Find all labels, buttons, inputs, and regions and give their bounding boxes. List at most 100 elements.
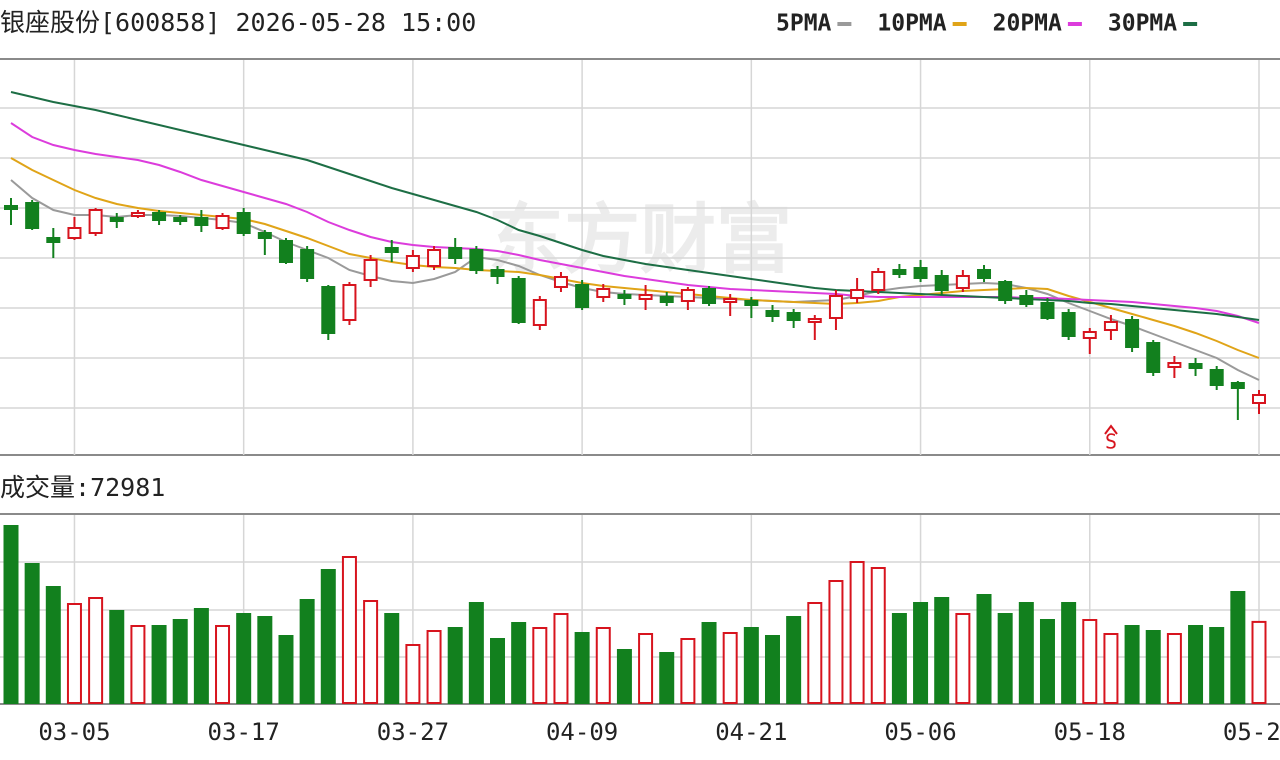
grid-layer xyxy=(0,60,1280,703)
signal-label: S xyxy=(1105,430,1117,454)
volume-bar xyxy=(997,613,1013,704)
vol-layer xyxy=(3,525,1267,704)
volume-bar xyxy=(320,569,336,704)
candle-body xyxy=(723,298,738,303)
candle-layer xyxy=(4,198,1266,420)
candle-body xyxy=(1167,362,1182,368)
candle-body xyxy=(363,259,378,281)
volume-bar xyxy=(24,563,40,704)
candle-body xyxy=(575,284,590,308)
volume-bar xyxy=(680,638,696,704)
candle-body xyxy=(934,275,949,291)
volume-bar xyxy=(574,632,590,704)
volume-bar xyxy=(384,613,400,704)
legend-label: 20PMA xyxy=(993,11,1062,37)
candle-body xyxy=(828,295,843,319)
candle-body xyxy=(4,205,18,210)
candle-body xyxy=(871,271,886,291)
candle-body xyxy=(786,312,801,321)
text-layer: 03-05 03-17 03-27 04-09 04-21 05-06 05-18 05-28… xyxy=(38,11,1280,747)
candle-body xyxy=(490,269,505,277)
volume-bar xyxy=(616,649,632,704)
candle-body xyxy=(173,217,188,222)
volume-bar xyxy=(870,567,886,704)
candle-body xyxy=(215,215,230,229)
candle-body xyxy=(617,294,632,299)
candle-body xyxy=(850,289,865,299)
volume-bar xyxy=(109,610,125,704)
x-tick-label: 05-06 xyxy=(884,718,956,746)
volume-bar xyxy=(807,602,823,704)
x-tick-label: 03-05 xyxy=(38,718,110,746)
ma-line xyxy=(10,91,1260,321)
volume-bar xyxy=(743,627,759,704)
volume-bar xyxy=(934,597,950,704)
volume-bar xyxy=(1166,633,1182,704)
signal-arrow xyxy=(1104,424,1118,435)
volume-bar xyxy=(151,625,167,704)
volume-bar xyxy=(638,633,654,704)
candle-body xyxy=(892,269,907,275)
legend-label: 5PMA xyxy=(776,11,832,37)
volume-bar xyxy=(532,627,548,704)
candle-body xyxy=(384,247,399,253)
volume-bar xyxy=(1082,619,1098,704)
volume-bar xyxy=(659,652,675,704)
candle-body xyxy=(638,294,653,300)
candle-body xyxy=(194,217,209,226)
candle-body xyxy=(744,300,759,306)
volume-bar xyxy=(976,594,992,704)
volume-bar xyxy=(553,613,569,704)
candle-body xyxy=(25,202,40,229)
volume-bar xyxy=(193,608,209,704)
candle-body xyxy=(1082,331,1097,339)
volume-bar xyxy=(849,561,865,704)
candle-body xyxy=(1103,321,1118,331)
volume-bar xyxy=(722,632,738,704)
watermark: 东方财富 xyxy=(488,195,792,284)
volume-bar xyxy=(447,627,463,704)
volume-bar xyxy=(1251,620,1267,704)
candle-body xyxy=(321,286,336,334)
candle-body xyxy=(109,217,124,222)
candle-body xyxy=(405,255,420,269)
volume-bar xyxy=(215,625,231,704)
candle-body xyxy=(1230,382,1245,389)
x-tick-label: 04-09 xyxy=(546,718,618,746)
volume-bar xyxy=(341,556,357,704)
candle-body xyxy=(913,267,928,279)
candle-body xyxy=(236,212,251,234)
candle-body xyxy=(532,299,547,326)
x-tick-label: 05-18 xyxy=(1054,718,1126,746)
candle-body xyxy=(511,278,526,323)
legend-label: 10PMA xyxy=(877,11,946,37)
candle-body xyxy=(469,249,484,271)
x-tick-label: 03-17 xyxy=(208,718,280,746)
volume-bar xyxy=(1103,633,1119,704)
volume-bar xyxy=(405,644,421,704)
x-tick-label: 05-28 xyxy=(1223,718,1280,746)
volume-bar xyxy=(1018,602,1034,704)
candle-body xyxy=(977,269,992,279)
volume-bar xyxy=(1188,625,1204,704)
candle-body xyxy=(596,288,611,298)
volume-label: 成交量:72981 xyxy=(0,473,165,502)
volume-bar xyxy=(278,635,294,704)
volume-bar xyxy=(828,580,844,704)
legend-label: 30PMA xyxy=(1108,11,1177,37)
volume-bar xyxy=(66,603,82,704)
candle-body xyxy=(1019,295,1034,305)
volume-bar xyxy=(913,602,929,704)
x-tick-label: 04-21 xyxy=(715,718,787,746)
volume-bar xyxy=(3,525,19,704)
candle-body xyxy=(1040,302,1055,319)
volume-title: 成交量: xyxy=(0,473,90,502)
ma-line xyxy=(10,122,1260,324)
volume-bar xyxy=(1061,602,1077,704)
candle-body xyxy=(702,288,717,304)
candle-body xyxy=(955,275,970,289)
candle-body xyxy=(152,212,167,221)
volume-bar xyxy=(955,613,971,704)
volume-value: 72981 xyxy=(90,473,165,502)
volume-bar xyxy=(236,613,252,704)
